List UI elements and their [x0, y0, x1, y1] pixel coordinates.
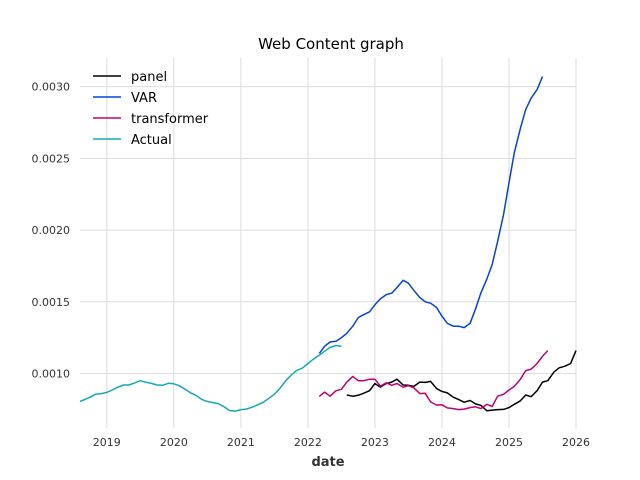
series-line-panel: [346, 350, 577, 412]
series-lines: [79, 76, 577, 412]
x-tick-label: 2026: [562, 436, 590, 449]
x-tick-label: 2023: [361, 436, 389, 449]
axis-ticks: 2019 2020 2021 2022 2023 2024 2025 2026 0.0010 0.…: [32, 81, 591, 449]
x-tick-label: 2021: [227, 436, 255, 449]
x-tick-label: 2019: [93, 436, 121, 449]
series-line-var: [318, 76, 544, 354]
legend-label-var: VAR: [131, 91, 157, 106]
y-tick-label: 0.0020: [32, 224, 71, 237]
grid: [80, 58, 577, 428]
x-tick-label: 2024: [428, 436, 456, 449]
y-tick-label: 0.0015: [32, 296, 71, 309]
x-tick-label: 2020: [160, 436, 188, 449]
y-tick-label: 0.0030: [32, 81, 71, 94]
y-tick-label: 0.0010: [32, 368, 71, 381]
legend-label-panel: panel: [131, 70, 167, 85]
chart-title: Web Content graph: [258, 35, 404, 53]
series-line-transformer: [318, 350, 549, 411]
legend-label-actual: Actual: [131, 133, 172, 148]
x-tick-label: 2025: [495, 436, 523, 449]
y-tick-label: 0.0025: [32, 152, 71, 165]
series-line-actual: [79, 344, 342, 412]
legend: panel VAR transformer Actual: [93, 70, 209, 148]
legend-label-transformer: transformer: [131, 112, 209, 127]
x-tick-label: 2022: [294, 436, 322, 449]
x-axis-label: date: [311, 455, 344, 470]
